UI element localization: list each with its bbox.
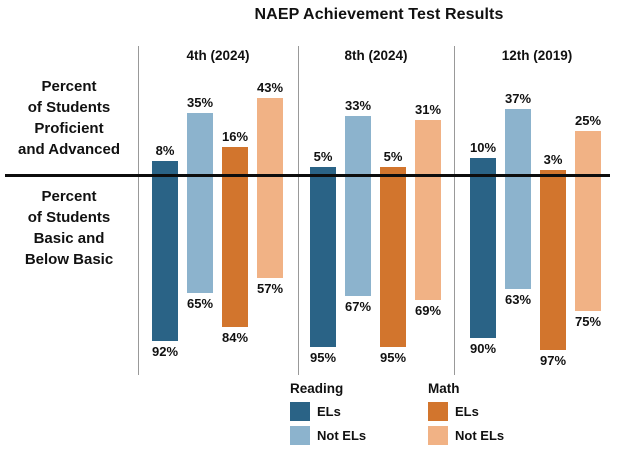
legend-item-math-not-els: Not ELs — [428, 426, 504, 445]
bar-value-label: 97% — [539, 353, 567, 369]
group-header-12th: 12th (2019) — [501, 48, 573, 63]
bar-value-label: 25% — [574, 112, 602, 128]
bar-value-label: 65% — [186, 295, 214, 311]
legend-title-reading: Reading — [290, 381, 344, 396]
bar-above-math-els-8th-2024 — [380, 166, 406, 176]
bar-below-reading-els-8th-2024 — [310, 175, 336, 347]
bar-above-reading-els-4th-2024 — [152, 161, 178, 176]
bar-value-label: 3% — [543, 152, 563, 168]
chart-title: NAEP Achievement Test Results — [254, 6, 504, 23]
group-divider-line — [298, 46, 299, 375]
bar-above-reading-not-els-4th-2024 — [187, 112, 213, 176]
group-header-8th: 8th (2024) — [344, 48, 408, 63]
legend-item-math-els: ELs — [428, 402, 504, 421]
bar-below-reading-not-els-12th-2019 — [505, 175, 531, 289]
legend-group-reading: Reading ELs Not ELs — [290, 381, 366, 450]
math-not-els-swatch — [428, 426, 448, 445]
legend-group-math: Math ELs Not ELs — [428, 381, 504, 450]
group-header-4th: 4th (2024) — [186, 48, 250, 63]
legend-item-label: Not ELs — [455, 428, 505, 443]
above-axis-label-line: and Advanced — [18, 141, 120, 158]
below-axis-label: Percent of Students Basic and Below Basi… — [0, 186, 138, 270]
bar-above-math-els-12th-2019 — [540, 170, 566, 176]
below-axis-label-line: Basic and — [33, 230, 105, 247]
bar-value-label: 90% — [469, 340, 497, 356]
bar-below-math-els-8th-2024 — [380, 175, 406, 347]
bar-below-reading-not-els-4th-2024 — [187, 175, 213, 293]
bar-value-label: 84% — [221, 329, 249, 345]
group-divider-line — [454, 46, 455, 375]
bar-above-reading-not-els-8th-2024 — [345, 116, 371, 176]
bar-value-label: 43% — [256, 80, 284, 96]
bar-value-label: 95% — [379, 349, 407, 365]
bar-below-math-els-12th-2019 — [540, 175, 566, 351]
bar-above-math-els-4th-2024 — [222, 146, 248, 176]
bar-above-reading-els-8th-2024 — [310, 166, 336, 176]
above-axis-label-line: Percent — [41, 78, 97, 95]
bar-value-label: 16% — [221, 128, 249, 144]
bar-above-reading-els-12th-2019 — [470, 157, 496, 176]
bar-value-label: 37% — [504, 90, 532, 106]
bar-value-label: 33% — [344, 98, 372, 114]
below-axis-label-line: of Students — [27, 209, 111, 226]
bar-value-label: 63% — [504, 291, 532, 307]
bar-above-math-not-els-8th-2024 — [415, 119, 441, 176]
bar-above-math-not-els-4th-2024 — [257, 98, 283, 176]
bar-value-label: 31% — [414, 101, 442, 117]
legend-item-label: Not ELs — [317, 428, 367, 443]
bar-below-reading-els-12th-2019 — [470, 175, 496, 338]
bar-value-label: 69% — [414, 302, 442, 318]
reading-not-els-swatch — [290, 426, 310, 445]
legend-item-reading-not-els: Not ELs — [290, 426, 366, 445]
bar-value-label: 95% — [309, 349, 337, 365]
bar-above-math-not-els-12th-2019 — [575, 130, 601, 176]
bar-value-label: 5% — [313, 148, 333, 164]
group-divider-line — [138, 46, 139, 375]
legend-title-math: Math — [428, 381, 460, 396]
bar-below-math-els-4th-2024 — [222, 175, 248, 327]
bar-below-math-not-els-12th-2019 — [575, 175, 601, 311]
bar-value-label: 92% — [151, 344, 179, 360]
bar-below-math-not-els-4th-2024 — [257, 175, 283, 279]
bar-value-label: 10% — [469, 139, 497, 155]
bar-value-label: 75% — [574, 313, 602, 329]
bar-value-label: 5% — [383, 148, 403, 164]
bar-value-label: 67% — [344, 299, 372, 315]
bar-value-label: 57% — [256, 281, 284, 297]
axis-line — [5, 174, 610, 177]
above-axis-label: Percent of Students Proficient and Advan… — [0, 76, 138, 160]
below-axis-label-line: Percent — [41, 188, 97, 205]
legend-item-reading-els: ELs — [290, 402, 366, 421]
math-els-swatch — [428, 402, 448, 421]
legend-item-label: ELs — [455, 404, 479, 419]
below-axis-label-line: Below Basic — [24, 251, 114, 268]
above-axis-label-line: Proficient — [34, 120, 104, 137]
bar-below-reading-els-4th-2024 — [152, 175, 178, 342]
reading-els-swatch — [290, 402, 310, 421]
bar-value-label: 8% — [155, 143, 175, 159]
bar-below-math-not-els-8th-2024 — [415, 175, 441, 300]
above-axis-label-line: of Students — [27, 99, 111, 116]
legend-item-label: ELs — [317, 404, 341, 419]
bar-above-reading-not-els-12th-2019 — [505, 108, 531, 176]
bar-below-reading-not-els-8th-2024 — [345, 175, 371, 297]
bar-value-label: 35% — [186, 94, 214, 110]
